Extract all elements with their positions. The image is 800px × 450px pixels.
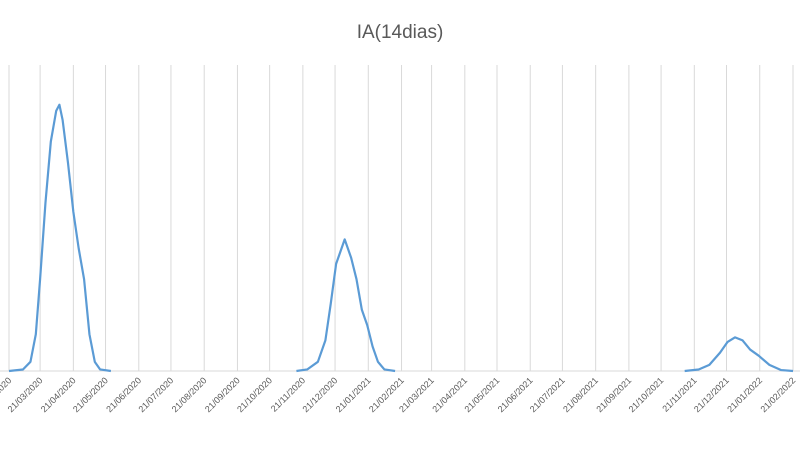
x-tick-label: 21/10/2020 [235,375,274,414]
x-tick-label: 21/10/2021 [627,375,666,414]
x-tick-label: 21/01/2022 [725,375,764,414]
data-line [8,103,794,373]
x-tick-label: 21/02/2022 [758,375,797,414]
x-tick-label: 21/08/2021 [561,375,600,414]
chart-title: IA(14dias) [357,22,444,43]
